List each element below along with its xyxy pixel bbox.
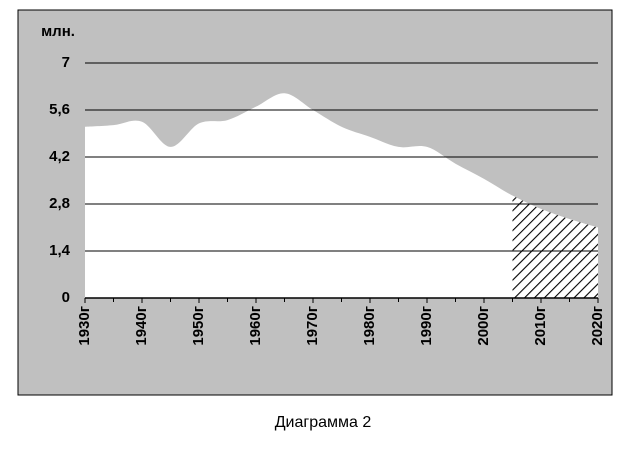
x-tick-label: 1990г [418, 306, 435, 346]
x-tick-label: 2000г [475, 306, 492, 346]
x-tick-label: 1970г [304, 306, 321, 346]
y-tick-label: 0 [62, 289, 70, 306]
x-tick-label: 1960г [247, 306, 264, 346]
y-axis-label: млн. [41, 23, 75, 40]
y-tick-label: 1,4 [49, 242, 71, 259]
x-tick-label: 1980г [361, 306, 378, 346]
caption: Диаграмма 2 [275, 414, 372, 431]
x-tick-label: 2010г [532, 306, 549, 346]
x-tick-label: 1950г [190, 306, 207, 346]
forecast-area [512, 195, 598, 298]
y-tick-label: 7 [62, 54, 70, 71]
x-tick-label: 1940г [133, 306, 150, 346]
x-tick-label: 1930г [76, 306, 93, 346]
area [85, 93, 598, 298]
x-tick-label: 2020г [589, 306, 606, 346]
y-tick-label: 4,2 [49, 148, 70, 165]
y-tick-label: 5,6 [49, 101, 70, 118]
y-tick-label: 2,8 [49, 195, 70, 212]
